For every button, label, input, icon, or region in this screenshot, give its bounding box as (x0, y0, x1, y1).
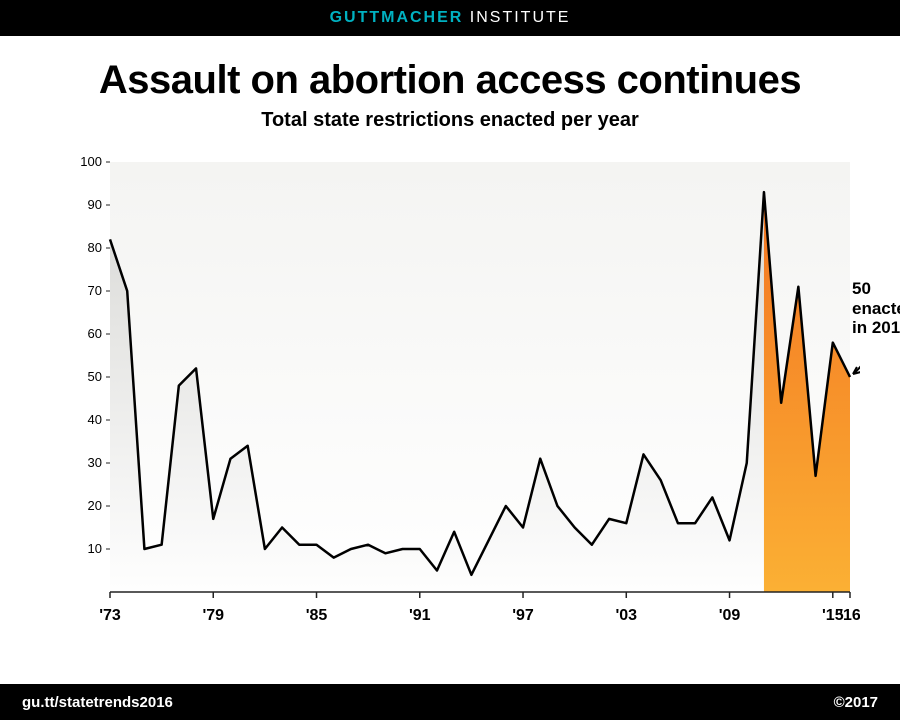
svg-text:90: 90 (88, 197, 102, 212)
callout-line2: in 2016 (852, 318, 900, 337)
svg-text:40: 40 (88, 412, 102, 427)
footer-copyright: ©2017 (834, 694, 878, 711)
footer-bar: gu.tt/statetrends2016 ©2017 (0, 684, 900, 720)
svg-text:30: 30 (88, 455, 102, 470)
callout-annotation: 50 enacted in 2016 (852, 279, 900, 338)
page-title: Assault on abortion access continues (0, 58, 900, 103)
svg-text:10: 10 (88, 541, 102, 556)
svg-text:60: 60 (88, 326, 102, 341)
svg-text:100: 100 (80, 154, 102, 169)
restrictions-chart: 10 20 30 40 50 60 70 80 90 100 '73 '79 '85 '91 '97 '03 '… (40, 152, 860, 652)
footer-url: gu.tt/statetrends2016 (22, 694, 173, 711)
svg-text:80: 80 (88, 240, 102, 255)
brand-name-b: INSTITUTE (463, 9, 570, 26)
svg-text:'79: '79 (202, 607, 224, 624)
svg-text:'73: '73 (99, 607, 121, 624)
svg-text:'03: '03 (615, 607, 637, 624)
chart-container: 10 20 30 40 50 60 70 80 90 100 '73 '79 '85 '91 '97 '03 '… (40, 152, 860, 652)
callout-line1: 50 enacted (852, 279, 900, 318)
svg-text:'91: '91 (409, 607, 431, 624)
svg-text:20: 20 (88, 498, 102, 513)
svg-text:'97: '97 (512, 607, 534, 624)
header-bar: GUTTMACHER INSTITUTE (0, 0, 900, 36)
svg-text:'09: '09 (719, 607, 741, 624)
svg-text:'85: '85 (306, 607, 328, 624)
brand-name-a: GUTTMACHER (330, 9, 464, 26)
svg-text:'16: '16 (839, 607, 860, 624)
page-subtitle: Total state restrictions enacted per yea… (0, 109, 900, 132)
svg-text:70: 70 (88, 283, 102, 298)
svg-text:50: 50 (88, 369, 102, 384)
